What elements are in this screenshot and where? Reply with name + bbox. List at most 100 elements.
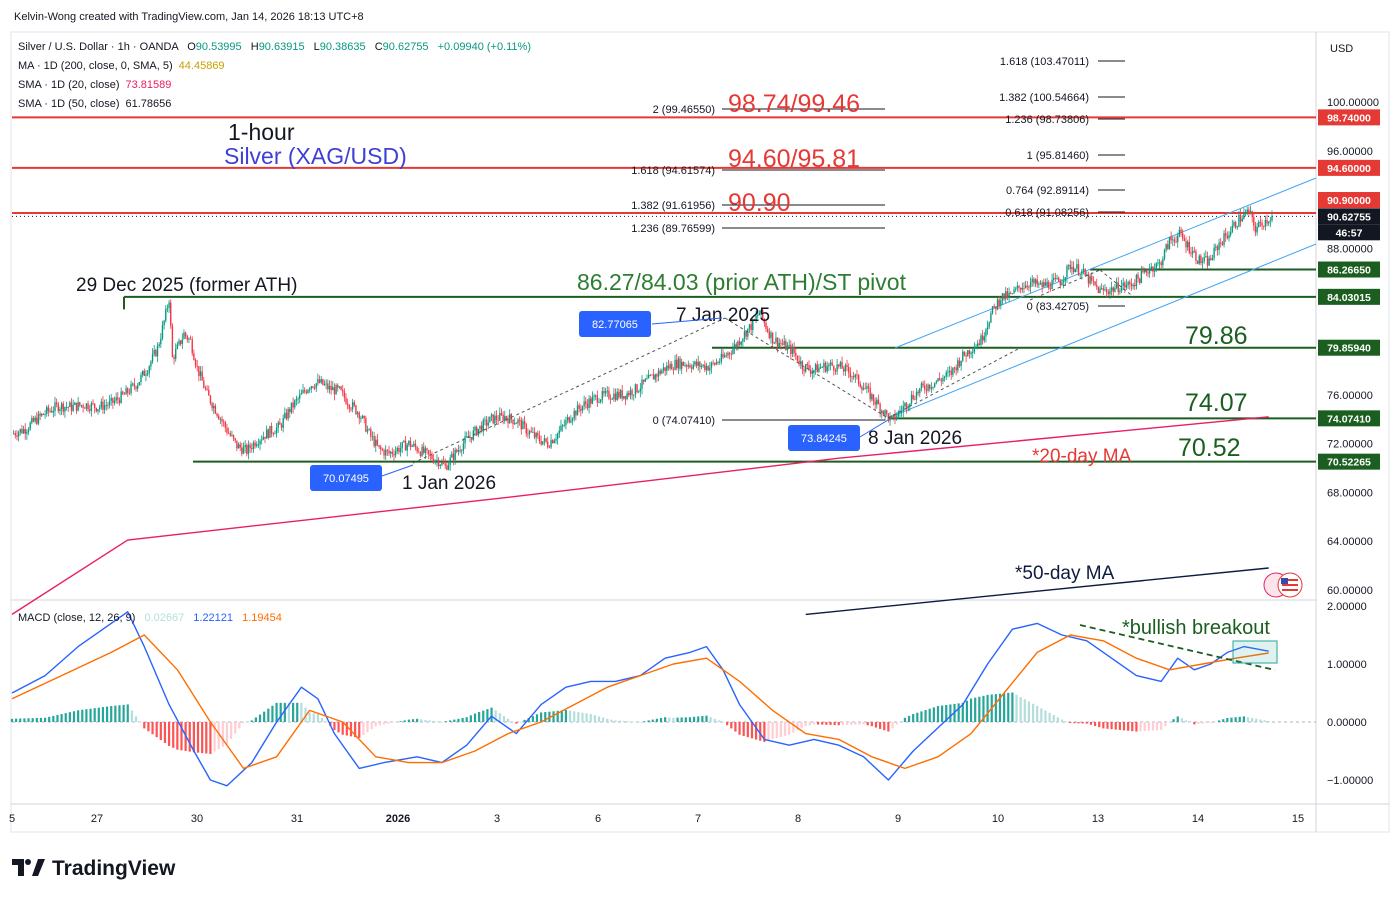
candle-body [983,336,985,341]
candle-body [841,362,843,369]
price-badge-text: 90.62755 [1327,211,1371,223]
candle-body [895,416,898,420]
fib-left-labels: 2 (99.46550) 1.618 (94.61574) 1.382 (91.… [631,104,715,427]
moving-averages [11,416,1269,616]
candle-body [383,450,385,456]
candle-body [1221,242,1224,245]
candle-body [968,350,971,355]
candle-body [365,418,367,432]
candle-body [570,420,572,423]
macd-histogram-bar [506,718,510,722]
fib-left-2: 1.382 (91.61956) [631,200,715,212]
candle-body [1241,218,1243,222]
candle-body [1261,222,1263,226]
candle-body [1097,286,1100,293]
candle-body [1003,293,1005,300]
tv-logo-icon [12,859,24,876]
macd-histogram-bar [540,712,543,722]
macd-histogram-bar [895,722,898,725]
macd-histogram-bar [961,702,964,722]
candle-body [613,393,615,400]
candle-body [128,392,131,394]
candle-body [80,405,83,407]
macd-histogram-bar [1151,722,1155,731]
macd-histogram-bar [35,718,38,722]
candle-body [251,448,253,450]
us-flag-icon[interactable] [1263,572,1303,598]
candle-body [1071,266,1073,270]
candle-body [60,403,63,410]
candle-body [990,313,992,323]
macd-histogram-bar [1056,717,1059,722]
candle-body [249,444,251,449]
candle-body [942,377,944,382]
candle-body [573,411,575,419]
candle-body [46,407,48,415]
macd-histogram-bar [1230,717,1233,722]
candle-body [862,388,865,390]
candle-body [775,337,777,343]
tradingview-logo[interactable]: TradingView [12,857,176,880]
macd-histogram-bar [969,698,973,722]
candle-body [943,376,946,378]
candle-body [67,407,69,408]
candle-body [79,402,81,406]
time-tick-label: 9 [895,813,901,825]
candle-body [819,367,822,369]
macd-histogram-bar [502,716,506,722]
price-badge-text: 98.74000 [1327,112,1371,124]
candle-body [431,454,433,460]
candle-body [355,405,357,414]
candle-body [583,401,585,407]
candle-body [1125,285,1128,288]
candle-body [209,395,212,404]
candle-body [158,344,160,346]
candle-body [596,395,599,403]
macd-histogram-bar [1073,722,1076,724]
candle-body [740,341,742,345]
candle-body [781,343,784,345]
candle-body [1084,268,1086,276]
candle-body [876,399,878,405]
legend-ohlc: Silver / U.S. Dollar · 1h · OANDA O90.53… [18,41,531,53]
jan1-label: 1 Jan 2026 [402,473,496,494]
candle-body [647,375,650,379]
candle-body [39,413,41,416]
price-badge [1318,224,1380,241]
candle-body [328,385,331,390]
candle-body [1231,225,1234,233]
macd-histogram-bar [511,721,514,722]
fib-right-4: 0.764 (92.89114) [1006,185,1089,197]
macd-histogram-bar [870,722,873,727]
candle-body [763,318,766,324]
candle-body [1124,282,1126,288]
candle-body [530,431,532,433]
candle-body [12,433,15,435]
candle-body [1122,282,1124,286]
candle-body [16,435,18,437]
candle-body [1190,252,1192,254]
macd-histogram-bar [279,702,282,722]
candle-body [608,390,610,399]
candle-body [333,387,336,395]
bullish-breakout-label: *bullish breakout [1122,617,1270,639]
candle-body [1117,282,1119,293]
candle-body [418,451,420,453]
macd-histogram-bar [43,717,47,722]
candle-body [917,391,919,394]
macd-histogram-bar [444,721,448,722]
candle-body [1051,279,1053,290]
candle-body [166,307,169,309]
macd-histogram-bar [312,713,315,722]
candle-body [1061,282,1063,286]
candle-body [629,390,632,396]
candle-body [1218,242,1220,251]
candle-body [790,344,792,355]
currency-label[interactable]: USD [1330,43,1353,55]
candle-body [227,432,230,434]
macd-histogram-bar [1106,722,1109,729]
candle-body [413,443,415,446]
macd-histogram-bar [742,722,745,736]
macd-histogram-bar [31,718,34,722]
